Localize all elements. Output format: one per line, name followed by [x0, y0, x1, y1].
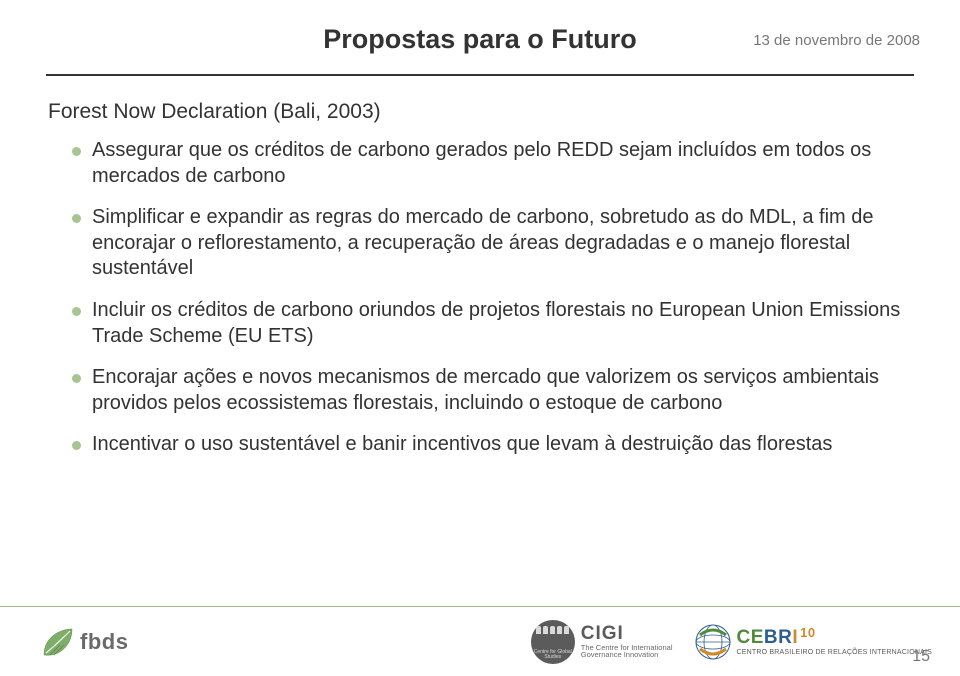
bullet-item: Incentivar o uso sustentável e banir inc… [72, 432, 914, 458]
page-number: 15 [912, 648, 930, 666]
subtitle: Forest Now Declaration (Bali, 2003) [48, 100, 914, 124]
logo-cebri-text: C E B R I 10 CENTRO BRASILEIRO DE RELAÇÕ… [736, 628, 932, 656]
leaf-icon [40, 625, 74, 659]
globe-people-icon: Centre for Global Studies [531, 620, 575, 664]
logo-cebri-letter: R [778, 628, 792, 647]
logo-cigi-text: CIGI The Centre for International Govern… [581, 624, 673, 660]
header-date: 13 de novembro de 2008 [753, 32, 920, 49]
logo-cigi-line2: Governance Innovation [581, 651, 673, 659]
logo-cebri-ten: 10 [800, 626, 815, 639]
logo-cigi-acronym: CIGI [581, 624, 673, 644]
logo-fbds-text: fbds [80, 629, 128, 655]
bullet-list: Assegurar que os créditos de carbono ger… [46, 138, 914, 458]
header: Propostas para o Futuro 13 de novembro d… [46, 24, 914, 68]
logo-cebri-letter: I [792, 628, 798, 647]
logo-cebri-letter: C [736, 628, 750, 647]
bullet-item: Simplificar e expandir as regras do merc… [72, 205, 914, 282]
logo-cebri-letter: B [764, 628, 778, 647]
logo-cebri-letter: E [751, 628, 764, 647]
logo-cigi: Centre for Global Studies CIGI The Centr… [531, 620, 673, 664]
globe-icon [694, 623, 732, 661]
logo-cebri-sub: CENTRO BRASILEIRO DE RELAÇÕES INTERNACIO… [736, 649, 932, 656]
logo-fbds: fbds [40, 625, 128, 659]
bullet-item: Incluir os créditos de carbono oriundos … [72, 298, 914, 349]
bullet-item: Assegurar que os créditos de carbono ger… [72, 138, 914, 189]
slide: Propostas para o Futuro 13 de novembro d… [0, 0, 960, 676]
footer: fbds Centre for Global Studies CIGI The … [0, 606, 960, 676]
bullet-item: Encorajar ações e novos mecanismos de me… [72, 365, 914, 416]
header-rule [46, 74, 914, 76]
logo-cigi-ribbon: Centre for Global Studies [531, 650, 575, 660]
logo-cebri: C E B R I 10 CENTRO BRASILEIRO DE RELAÇÕ… [694, 623, 932, 661]
